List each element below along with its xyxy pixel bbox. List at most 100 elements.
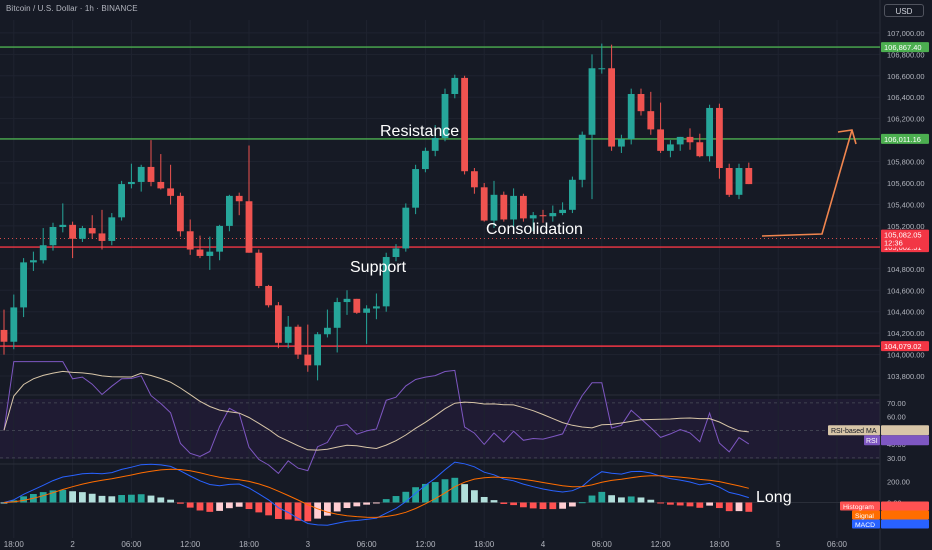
candle-body xyxy=(196,249,204,256)
macd-histogram-bar xyxy=(196,502,204,511)
time-tick-label: 18:00 xyxy=(4,540,25,549)
macd-line-legend-value-tag xyxy=(881,519,929,529)
candle-body xyxy=(177,195,184,232)
candle-body xyxy=(598,68,606,70)
time-tick-label: 18:00 xyxy=(239,540,260,549)
level-price-tag xyxy=(881,133,929,144)
rsi-legend-label: RSI xyxy=(866,438,878,445)
macd-histogram-legend-label: Histogram xyxy=(843,504,874,511)
candle-body xyxy=(216,225,223,252)
price-tick-label: 105,200.00 xyxy=(887,222,925,231)
candle-body xyxy=(716,107,723,168)
price-tick-label: 104,000.00 xyxy=(887,351,925,360)
candle-body xyxy=(147,166,155,182)
candle-body xyxy=(627,94,635,140)
current-price-tag xyxy=(881,229,929,248)
candle-body xyxy=(735,168,743,195)
candle-body xyxy=(49,226,57,246)
time-tick-label: 06:00 xyxy=(357,540,378,549)
macd-histogram-bar xyxy=(98,495,106,503)
macd-histogram-bar xyxy=(245,502,253,510)
candle-body xyxy=(510,195,517,220)
rsi-legend-tag xyxy=(864,435,880,446)
candle-body xyxy=(284,326,292,343)
candle-body xyxy=(461,77,468,172)
rsi-ma-legend-label: RSI-based MA xyxy=(831,428,877,435)
macd-histogram-bar xyxy=(402,491,410,503)
candle-body xyxy=(725,168,733,195)
macd-histogram-bar xyxy=(137,494,145,503)
macd-histogram-bar xyxy=(0,502,8,504)
macd-histogram-bar xyxy=(39,492,47,503)
rsi-tick-label: 30.00 xyxy=(887,454,906,463)
candle-body xyxy=(696,142,704,157)
macd-histogram-bar xyxy=(206,502,214,512)
price-tick-label: 106,600.00 xyxy=(887,72,925,81)
candle-body xyxy=(480,187,488,221)
macd-histogram-bar xyxy=(608,495,615,503)
macd-histogram-bar xyxy=(265,502,272,516)
macd-signal-legend-tag xyxy=(852,510,880,520)
price-tick-label: 105,400.00 xyxy=(887,200,925,209)
time-tick-label: 06:00 xyxy=(592,540,613,549)
macd-line-legend-label: MACD xyxy=(855,522,875,529)
macd-histogram-bar xyxy=(69,491,76,503)
time-tick-label: 2 xyxy=(70,540,75,549)
macd-histogram-bar xyxy=(226,502,233,509)
candle-body xyxy=(431,137,439,151)
price-tick-label: 104,200.00 xyxy=(887,329,925,338)
candle-body xyxy=(392,248,400,258)
macd-histogram-bar xyxy=(324,502,331,516)
candle-body xyxy=(588,68,596,135)
level-lines xyxy=(0,46,880,347)
macd-histogram-bar xyxy=(422,483,429,503)
candle-body xyxy=(167,188,174,196)
macd-histogram-bar xyxy=(275,502,282,519)
price-tick-label: 103,800.00 xyxy=(887,372,925,381)
candle-body xyxy=(412,169,419,208)
rsi-ma-line xyxy=(3,370,749,451)
price-tick-label: 104,400.00 xyxy=(887,308,925,317)
candle-body xyxy=(343,298,351,303)
countdown-label: 12:36 xyxy=(884,239,903,248)
candle-body xyxy=(245,201,253,253)
current-price-label: 105,082.05 xyxy=(884,231,922,240)
macd-histogram-bar xyxy=(118,495,125,503)
candle-body xyxy=(206,251,214,256)
candle-body xyxy=(69,224,76,239)
price-tick-label: 106,200.00 xyxy=(887,115,925,124)
candle-body xyxy=(422,150,429,170)
macd-histogram-bar xyxy=(392,496,400,503)
candle-body xyxy=(382,257,390,307)
currency-button[interactable]: USD xyxy=(884,4,924,17)
macd-histogram-bar xyxy=(598,491,606,503)
macd-histogram-bar xyxy=(431,482,439,503)
macd-histogram-bar xyxy=(255,502,263,513)
price-tick-label: 104,800.00 xyxy=(887,265,925,274)
symbol-title: Bitcoin / U.S. Dollar · 1h · BINANCE xyxy=(6,4,138,13)
candle-body xyxy=(569,179,576,210)
time-tick-label: 12:00 xyxy=(180,540,201,549)
macd-histogram-bar xyxy=(686,502,694,507)
candle-body xyxy=(186,231,194,250)
macd-histogram-bar xyxy=(147,495,155,503)
macd-histogram-bar xyxy=(745,502,753,512)
candle-body xyxy=(559,209,566,214)
price-tick-label: 107,000.00 xyxy=(887,29,925,38)
time-tick-label: 18:00 xyxy=(709,540,730,549)
consolidation-annotation: Consolidation xyxy=(486,221,583,238)
candle-body xyxy=(500,194,508,220)
macd-signal-legend-label: Signal xyxy=(855,513,874,520)
macd-histogram-legend-tag xyxy=(840,501,880,511)
candle-body xyxy=(402,207,410,249)
candle-body xyxy=(520,195,527,219)
macd-histogram-bar xyxy=(216,502,223,511)
macd-histogram-bar xyxy=(539,502,547,510)
projection-arrow xyxy=(761,129,857,237)
macd-histogram-bar xyxy=(510,502,517,506)
rsi-value-tag xyxy=(881,435,929,446)
macd-histogram-bar xyxy=(373,502,380,504)
candle-body xyxy=(20,262,27,308)
level-price-label: 106,867.40 xyxy=(884,43,922,52)
